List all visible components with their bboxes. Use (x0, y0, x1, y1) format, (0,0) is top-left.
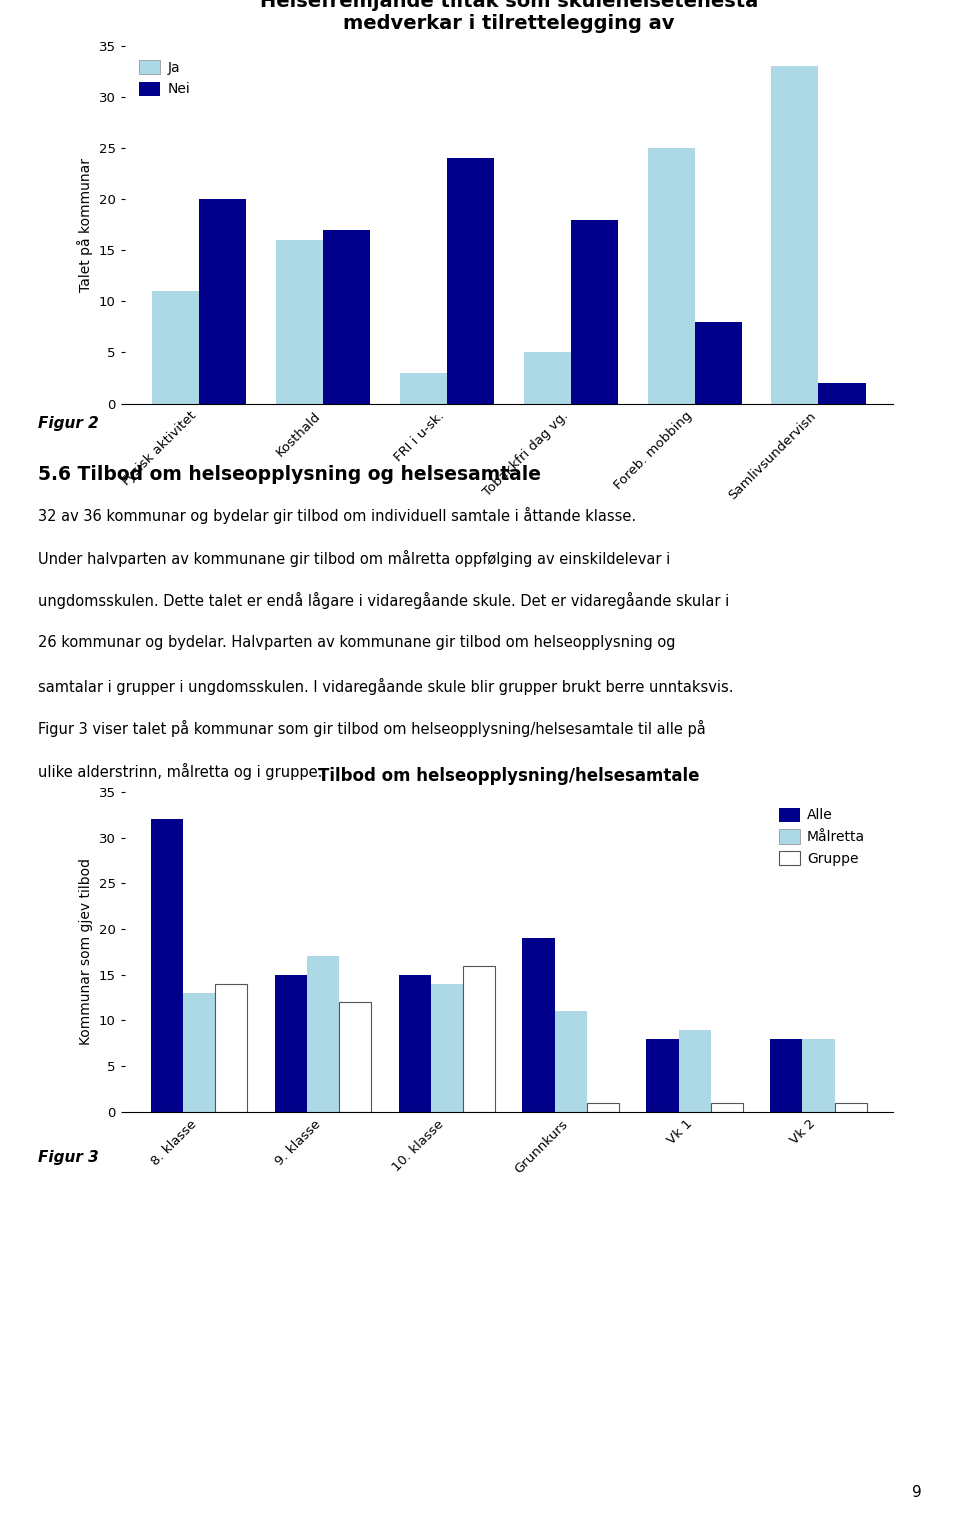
Text: 26 kommunar og bydelar. Halvparten av kommunane gir tilbod om helseopplysning og: 26 kommunar og bydelar. Halvparten av ko… (38, 635, 676, 650)
Bar (523, 352, 571, 404)
Bar (446, 158, 494, 404)
Bar (323, 230, 370, 404)
Title: Tilbod om helseopplysning/helsesamtale: Tilbod om helseopplysning/helsesamtale (318, 768, 700, 784)
Bar (555, 1011, 587, 1112)
Bar (215, 984, 248, 1112)
Legend: Ja, Nei: Ja, Nei (139, 59, 190, 96)
Title: Helsefremjande tiltak som skulehelsetenesta
medverkar i tilrettelegging av: Helsefremjande tiltak som skulehelsetene… (259, 0, 758, 34)
Text: ulike alderstrinn, målretta og i gruppe.: ulike alderstrinn, målretta og i gruppe. (38, 763, 323, 780)
Bar (339, 1002, 372, 1112)
Bar (152, 291, 199, 404)
Bar (770, 1039, 803, 1112)
Bar (646, 1039, 679, 1112)
Text: Under halvparten av kommunane gir tilbod om målretta oppfølging av einskildeleva: Under halvparten av kommunane gir tilbod… (38, 550, 671, 567)
Bar (648, 148, 695, 404)
Bar (834, 1103, 867, 1112)
Bar (276, 241, 323, 404)
Text: 32 av 36 kommunar og bydelar gir tilbod om individuell samtale i åttande klasse.: 32 av 36 kommunar og bydelar gir tilbod … (38, 507, 636, 524)
Bar (399, 373, 446, 404)
Text: Figur 3 viser talet på kommunar som gir tilbod om helseopplysning/helsesamtale t: Figur 3 viser talet på kommunar som gir … (38, 720, 707, 737)
Bar (463, 966, 495, 1112)
Bar (522, 938, 555, 1112)
Bar (819, 384, 866, 404)
Bar (710, 1103, 743, 1112)
Text: ungdomsskulen. Dette talet er endå lågare i vidaregåande skule. Det er vidaregåa: ungdomsskulen. Dette talet er endå lågar… (38, 592, 730, 609)
Bar (199, 200, 246, 404)
Text: samtalar i grupper i ungdomsskulen. I vidaregåande skule blir grupper brukt berr: samtalar i grupper i ungdomsskulen. I vi… (38, 678, 733, 694)
Bar (275, 975, 307, 1112)
Bar (431, 984, 463, 1112)
Bar (183, 993, 215, 1112)
Bar (307, 956, 339, 1112)
Bar (587, 1103, 619, 1112)
Text: 9: 9 (912, 1485, 922, 1500)
Bar (398, 975, 431, 1112)
Bar (679, 1030, 710, 1112)
Text: Figur 3: Figur 3 (38, 1150, 99, 1165)
Legend: Alle, Målretta, Gruppe: Alle, Målretta, Gruppe (774, 803, 871, 871)
Text: 5.6 Tilbod om helseopplysning og helsesamtale: 5.6 Tilbod om helseopplysning og helsesa… (38, 465, 541, 483)
Bar (803, 1039, 834, 1112)
Text: Figur 2: Figur 2 (38, 416, 99, 431)
Y-axis label: Kommunar som gjev tilbod: Kommunar som gjev tilbod (80, 859, 93, 1045)
Bar (151, 819, 183, 1112)
Bar (772, 65, 819, 404)
Bar (571, 219, 618, 404)
Bar (695, 321, 742, 404)
Y-axis label: Talet på kommunar: Talet på kommunar (77, 158, 93, 291)
